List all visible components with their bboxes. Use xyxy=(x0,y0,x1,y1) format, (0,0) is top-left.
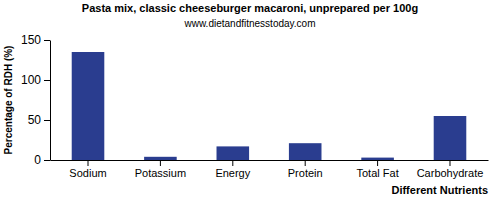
x-tick: Protein xyxy=(288,160,323,179)
x-tick-mark xyxy=(377,160,378,166)
y-tick: 0 xyxy=(34,153,50,167)
x-tick-mark xyxy=(305,160,306,166)
x-tick: Carbohydrate xyxy=(417,160,484,179)
y-axis-line xyxy=(50,41,51,161)
bar xyxy=(434,116,467,160)
bar xyxy=(144,157,177,160)
y-tick: 100 xyxy=(21,73,50,87)
x-tick-label: Carbohydrate xyxy=(417,167,484,179)
y-axis: 0 50 100 150 xyxy=(21,33,51,167)
x-tick: Total Fat xyxy=(357,160,399,179)
x-tick-label: Potassium xyxy=(135,167,186,179)
x-tick-label: Protein xyxy=(288,167,323,179)
x-tick: Sodium xyxy=(69,160,106,179)
bar xyxy=(289,143,322,160)
y-tick-mark xyxy=(44,160,50,161)
bar xyxy=(72,52,105,160)
title: Pasta mix, classic cheeseburger macaroni… xyxy=(82,2,418,14)
y-tick: 50 xyxy=(28,113,50,127)
x-axis: Sodium Potassium Energy Protein Total Fat Car… xyxy=(51,160,489,179)
x-tick: Energy xyxy=(215,160,250,179)
y-tick-label: 100 xyxy=(21,73,41,87)
plot: 0 50 100 150 Sodium Potassium Energy Protein Tot… xyxy=(21,33,489,178)
x-tick-label: Total Fat xyxy=(357,167,399,179)
x-axis-line xyxy=(51,160,489,161)
x-tick-mark xyxy=(232,160,233,166)
y-tick-mark xyxy=(44,40,50,41)
chart: 0 50 100 150 Sodium Potassium Energy Protein Tot… xyxy=(0,0,500,200)
bars xyxy=(72,52,467,160)
y-tick-label: 50 xyxy=(28,113,42,127)
y-tick-label: 0 xyxy=(34,153,41,167)
x-tick-label: Sodium xyxy=(69,167,106,179)
subtitle: www.dietandfitnesstoday.com xyxy=(184,18,316,29)
x-tick: Potassium xyxy=(135,160,186,179)
x-tick-mark xyxy=(160,160,161,166)
x-tick-mark xyxy=(88,160,89,166)
y-tick-mark xyxy=(44,120,50,121)
x-axis-title: Different Nutrients xyxy=(391,184,488,196)
x-tick-label: Energy xyxy=(215,167,250,179)
y-tick-mark xyxy=(44,80,50,81)
y-axis-title: Percentage of RDH (%) xyxy=(3,46,14,155)
bar xyxy=(361,158,394,160)
y-tick-label: 150 xyxy=(21,33,41,47)
y-tick: 150 xyxy=(21,33,50,47)
x-tick-mark xyxy=(449,160,450,166)
bar xyxy=(217,146,250,160)
